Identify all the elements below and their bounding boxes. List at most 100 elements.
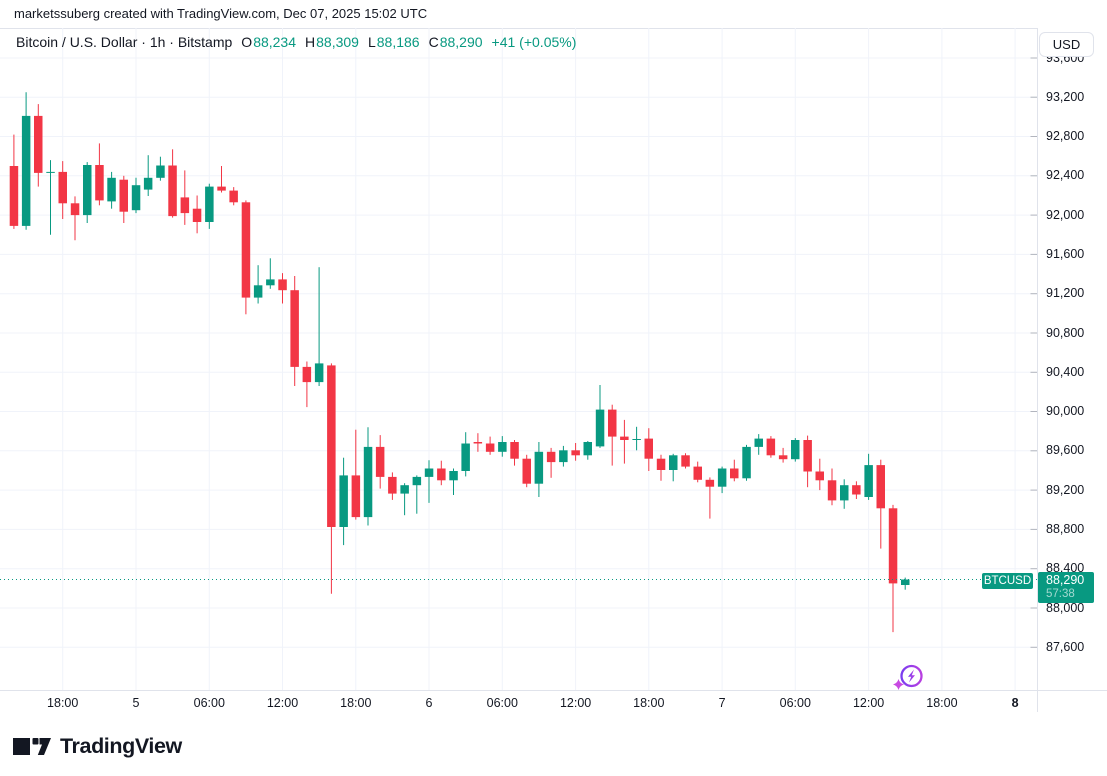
- candle: [229, 187, 238, 206]
- price-axis-label: 91,200: [1046, 286, 1085, 301]
- event-circle: [900, 664, 923, 688]
- last-price-value: 88,290: [1046, 572, 1085, 587]
- candle: [363, 427, 373, 526]
- candle: [546, 447, 556, 478]
- last-price-tag: 88,290 57:38: [1038, 571, 1094, 603]
- price-axis-label: 90,000: [1046, 404, 1085, 418]
- candlestick-pane[interactable]: [0, 28, 1037, 690]
- candle: [595, 385, 605, 448]
- candle: [156, 156, 165, 181]
- candle: [107, 171, 116, 209]
- candle: [9, 134, 19, 229]
- candle: [217, 166, 226, 193]
- candle: [83, 162, 92, 223]
- time-axis-label: 12:00: [559, 696, 592, 710]
- candle: [339, 457, 348, 546]
- candle: [180, 170, 190, 225]
- candle: [534, 442, 544, 497]
- candle: [485, 436, 495, 455]
- price-axis-label: 90,400: [1046, 364, 1085, 379]
- candle: [693, 461, 702, 483]
- candle: [571, 443, 580, 461]
- currency-usd-button[interactable]: USD: [1039, 32, 1094, 57]
- price-axis-label: 92,000: [1046, 207, 1085, 222]
- candle: [656, 454, 666, 481]
- candle: [34, 104, 43, 187]
- ohlc-low: L 88,186: [367, 34, 420, 50]
- candle: [864, 453, 873, 500]
- candle: [95, 143, 104, 206]
- time-axis-label: 06:00: [193, 696, 225, 710]
- candle: [840, 479, 849, 509]
- price-axis-label: 87,600: [1046, 639, 1085, 654]
- candle: [351, 429, 361, 520]
- candle: [669, 453, 678, 482]
- time-axis-label: 12:00: [852, 696, 885, 710]
- price-axis-label: 93,200: [1046, 89, 1085, 104]
- candle: [876, 459, 885, 549]
- candle: [388, 472, 397, 500]
- candle: [412, 475, 422, 514]
- tradingview-logo[interactable]: TradingView: [13, 734, 182, 759]
- price-axis-label: 88,800: [1046, 521, 1085, 536]
- candle: [778, 447, 788, 463]
- candle: [754, 434, 763, 455]
- price-axis-label: 89,600: [1046, 443, 1085, 458]
- time-axis-label: 18:00: [340, 696, 372, 710]
- candle: [498, 436, 507, 457]
- candle: [437, 460, 446, 486]
- time-axis-label: 06:00: [779, 696, 811, 710]
- candle: [449, 468, 458, 495]
- candle: [620, 419, 629, 464]
- candle: [58, 161, 67, 219]
- candle: [815, 458, 824, 491]
- candle: [681, 453, 690, 469]
- ohlc-open: O 88,234: [241, 34, 297, 50]
- symbol-price-pill: BTCUSD: [982, 572, 1033, 589]
- candle: [522, 454, 531, 488]
- time-axis-label: 18:00: [47, 696, 79, 710]
- attribution-text: marketssuberg created with TradingView.c…: [14, 6, 428, 21]
- candle: [559, 445, 568, 467]
- candle: [143, 155, 153, 196]
- candle: [583, 441, 592, 460]
- candle: [253, 265, 263, 304]
- candle: [314, 267, 324, 386]
- time-axis-label: 12:00: [266, 696, 299, 710]
- candle: [278, 273, 287, 304]
- candle: [46, 160, 55, 235]
- price-axis-label: 92,800: [1046, 129, 1085, 143]
- candle: [791, 438, 800, 462]
- candle: [608, 404, 617, 466]
- candle: [827, 468, 837, 506]
- candle: [803, 435, 812, 488]
- price-axis-label: 92,400: [1046, 168, 1085, 183]
- candle: [302, 361, 312, 408]
- candle: [742, 444, 751, 481]
- candle: [168, 149, 177, 218]
- time-axis-label: 7: [718, 696, 726, 710]
- candle: [766, 436, 776, 458]
- candle: [266, 258, 275, 289]
- price-axis-label: 89,200: [1046, 482, 1085, 497]
- symbol-title[interactable]: Bitcoin / U.S. Dollar · 1h · Bitstamp: [16, 34, 233, 50]
- candle: [400, 483, 409, 516]
- time-axis[interactable]: 18:00 5 06:00 12:00 18:00 6 06:00 12:00 18:00 7 06…: [0, 691, 1037, 715]
- time-axis-label: 6: [425, 696, 433, 710]
- candle: [730, 459, 739, 482]
- pane-top-border: [0, 28, 1107, 29]
- candle: [901, 577, 910, 590]
- candle: [21, 92, 31, 230]
- candle: [327, 363, 336, 594]
- price-axis[interactable]: 93,600 93,200 92,800 92,400 92,000 91,600 91,2…: [1037, 28, 1107, 690]
- candle: [375, 435, 385, 489]
- event-marker-icon[interactable]: [892, 658, 932, 698]
- candle: [888, 504, 898, 633]
- bar-countdown: 57:38: [1046, 587, 1075, 600]
- tradingview-logo-mark: [13, 737, 51, 755]
- candle: [632, 426, 641, 451]
- candle: [705, 477, 715, 519]
- candle: [192, 195, 202, 234]
